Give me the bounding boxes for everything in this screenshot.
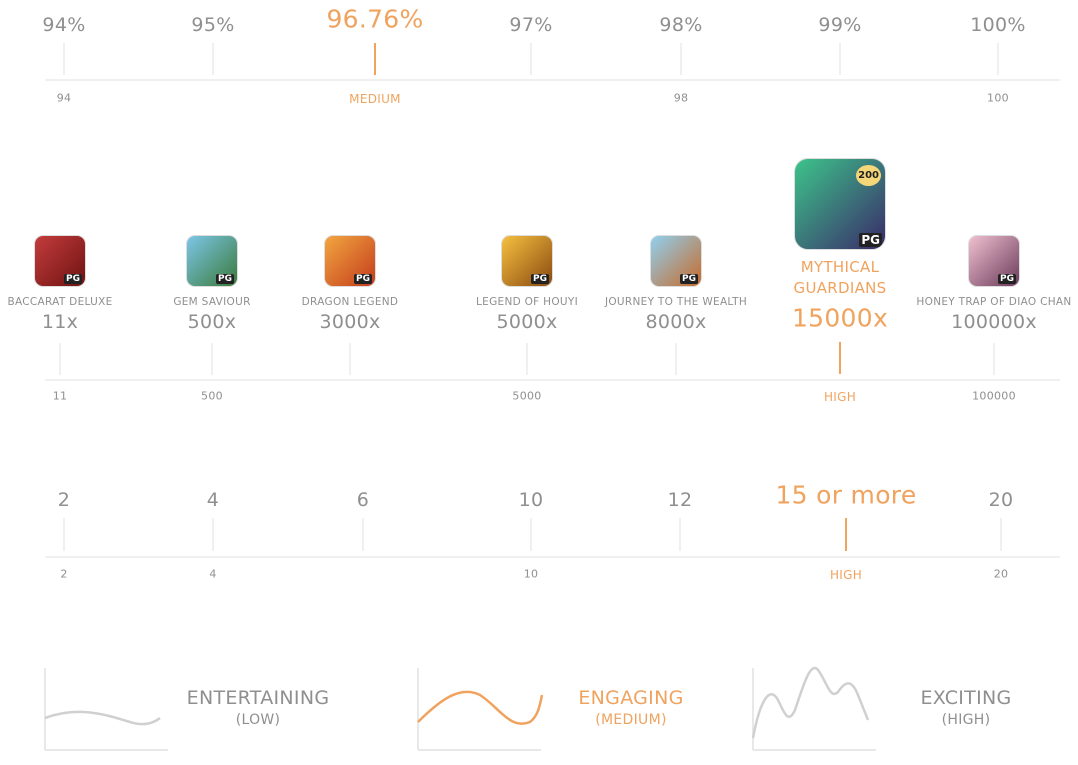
game-name: MYTHICAL GUARDIANS xyxy=(793,258,887,297)
icon-badge: PG xyxy=(64,274,82,284)
scale-label: 10 xyxy=(518,489,544,511)
game-icon[interactable]: PG xyxy=(650,235,702,287)
max-win-value: 11x xyxy=(41,311,79,333)
volatility-title: ENTERTAINING xyxy=(186,687,330,709)
scale-sub-label: 5000 xyxy=(512,389,542,403)
scale-sub-label: 2 xyxy=(60,567,68,581)
game-name: HONEY TRAP OF DIAO CHAN xyxy=(916,296,1072,308)
icon-badge: PG xyxy=(859,233,882,247)
scale-label: 12 xyxy=(667,489,693,511)
game-icon[interactable]: PG xyxy=(968,235,1020,287)
scale-sub-label: HIGH xyxy=(829,568,863,582)
game-name: JOURNEY TO THE WEALTH xyxy=(604,296,748,308)
icon-badge: PG xyxy=(354,274,372,284)
icon-badge: PG xyxy=(680,274,698,284)
scale-sub-label: 100 xyxy=(987,91,1009,105)
game-name: GEM SAVIOUR xyxy=(173,296,251,308)
scale-sub-label: 98 xyxy=(673,91,689,105)
icon-badge: 200 xyxy=(856,165,881,186)
scale-label: 96.76% xyxy=(326,4,424,34)
max-win-value: 5000x xyxy=(496,311,558,333)
volatility-sub: (HIGH) xyxy=(941,712,991,728)
scale-label: 6 xyxy=(356,489,370,511)
volatility-title: EXCITING xyxy=(920,687,1012,709)
icon-badge: PG xyxy=(998,274,1016,284)
scale-sub-label: HIGH xyxy=(823,390,857,404)
game-icon[interactable]: PG xyxy=(324,235,376,287)
scale-sub-label: 20 xyxy=(993,567,1009,581)
scale-sub-label: 500 xyxy=(201,389,223,403)
game-icon[interactable]: PG xyxy=(501,235,553,287)
volatility-curve xyxy=(751,666,870,739)
scale-label: 4 xyxy=(206,489,220,511)
game-icon[interactable]: PG xyxy=(34,235,86,287)
scale-sub-label: MEDIUM xyxy=(349,92,401,106)
icon-badge: PG xyxy=(531,274,549,284)
max-win-value: 100000x xyxy=(951,311,1037,333)
scale-label: 94% xyxy=(42,14,86,36)
game-name: LEGEND OF HOUYI xyxy=(475,296,579,308)
scale-sub-label: 100000 xyxy=(972,389,1016,403)
scale-sub-label: 11 xyxy=(52,389,68,403)
scale-label: 95% xyxy=(191,14,235,36)
max-win-value: 8000x xyxy=(645,311,707,333)
volatility-curve xyxy=(417,690,544,725)
max-win-value: 3000x xyxy=(319,311,381,333)
game-icon[interactable]: PG xyxy=(186,235,238,287)
volatility-sub: (LOW) xyxy=(235,712,281,728)
scale-label: 99% xyxy=(818,14,862,36)
game-name: DRAGON LEGEND xyxy=(301,296,399,308)
volatility-title: ENGAGING xyxy=(578,687,684,709)
scale-label: 100% xyxy=(970,14,1026,36)
game-icon[interactable]: PG 200 xyxy=(794,158,886,250)
scale-label: 97% xyxy=(509,14,553,36)
volatility-curve xyxy=(44,710,161,726)
scale-label: 98% xyxy=(659,14,703,36)
max-win-value: 15000x xyxy=(791,303,889,333)
volatility-sub: (MEDIUM) xyxy=(595,712,667,728)
icon-badge: PG xyxy=(216,274,234,284)
scale-label: 15 or more xyxy=(775,480,917,510)
scale-label: 20 xyxy=(988,489,1014,511)
game-name: BACCARAT DELUXE xyxy=(7,296,113,308)
scale-sub-label: 4 xyxy=(209,567,217,581)
scale-label: 2 xyxy=(57,489,71,511)
scale-sub-label: 94 xyxy=(56,91,72,105)
scale-sub-label: 10 xyxy=(523,567,539,581)
max-win-value: 500x xyxy=(187,311,237,333)
